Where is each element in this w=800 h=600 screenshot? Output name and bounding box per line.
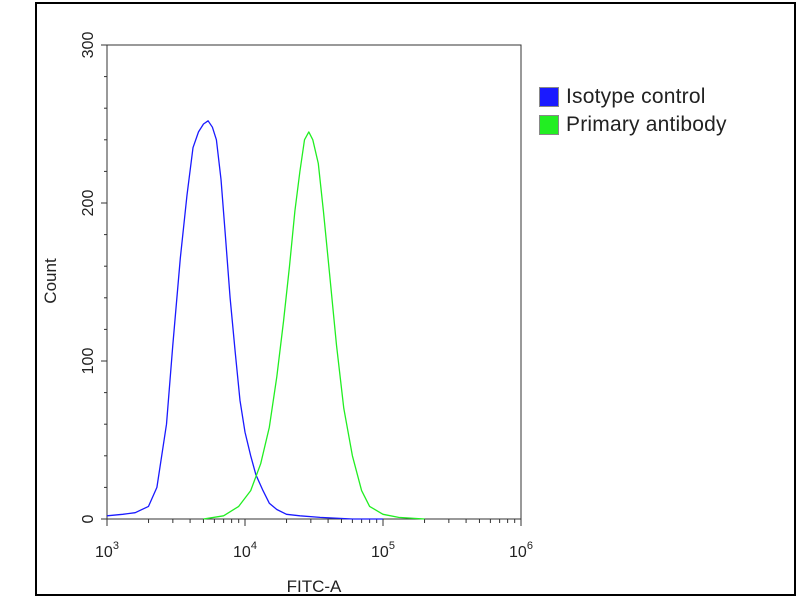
y-tick-label: 100	[80, 348, 97, 375]
chart-frame	[35, 2, 796, 596]
legend-item-primary-antibody: Primary antibody	[539, 113, 727, 136]
x-tick-label: 106	[509, 540, 533, 561]
y-axis-label: Count	[41, 258, 60, 304]
x-tick-label: 104	[233, 540, 257, 561]
y-tick-label: 200	[80, 190, 97, 217]
y-tick-label: 0	[80, 514, 97, 523]
legend-label-isotype-control: Isotype control	[566, 85, 706, 108]
legend-swatch-primary-antibody	[539, 115, 559, 135]
legend-label-primary-antibody: Primary antibody	[566, 113, 727, 136]
legend-swatch-isotype-control	[539, 87, 559, 107]
legend-item-isotype-control: Isotype control	[539, 85, 727, 108]
x-tick-label: 105	[371, 540, 395, 561]
x-axis-label: FITC-A	[287, 577, 342, 596]
x-tick-label: 103	[95, 540, 119, 561]
y-tick-label: 300	[80, 32, 97, 59]
series-line-primary-antibody	[203, 131, 425, 520]
chart-legend: Isotype control Primary antibody	[539, 85, 727, 142]
plot-area	[106, 44, 522, 520]
series-line-isotype-control	[106, 120, 383, 520]
